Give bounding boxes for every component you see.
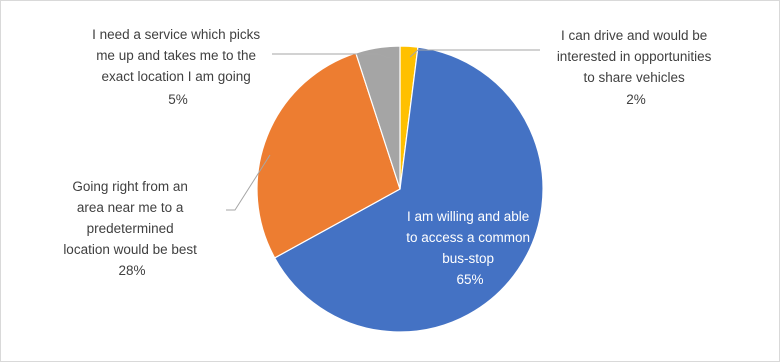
- slice-label-line: I need a service which picks: [92, 27, 260, 42]
- slice-label-line: interested in opportunities: [557, 49, 712, 64]
- slice-percent-label: 5%: [168, 92, 188, 107]
- slice-label-line: I am willing and able: [407, 209, 529, 224]
- slice-label-line: I can drive and would be: [561, 28, 707, 43]
- slice-label-line: location would be best: [63, 242, 197, 257]
- slice-label-line: area near me to a: [77, 200, 184, 215]
- slice-label-line: me up and takes me to the: [96, 48, 256, 63]
- slice-label-line: to access a common: [406, 230, 530, 245]
- slice-percent-label: 65%: [456, 272, 483, 287]
- slice-label-share-vehicles: I can drive and would be interested in o…: [557, 28, 715, 107]
- slice-label-line: predetermined: [87, 221, 174, 236]
- slice-percent-label: 28%: [118, 263, 145, 278]
- slice-label-line: bus-stop: [442, 251, 494, 266]
- pie-slices: [257, 46, 543, 332]
- slice-percent-label: 2%: [626, 92, 646, 107]
- slice-label-line: to share vehicles: [583, 70, 685, 85]
- slice-label-line: Going right from an: [72, 179, 188, 194]
- slice-label-line: exact location I am going: [101, 69, 250, 84]
- slice-label-door-to-door: I need a service which picks me up and t…: [92, 27, 264, 107]
- slice-label-going-right: Going right from an area near me to a pr…: [63, 179, 200, 278]
